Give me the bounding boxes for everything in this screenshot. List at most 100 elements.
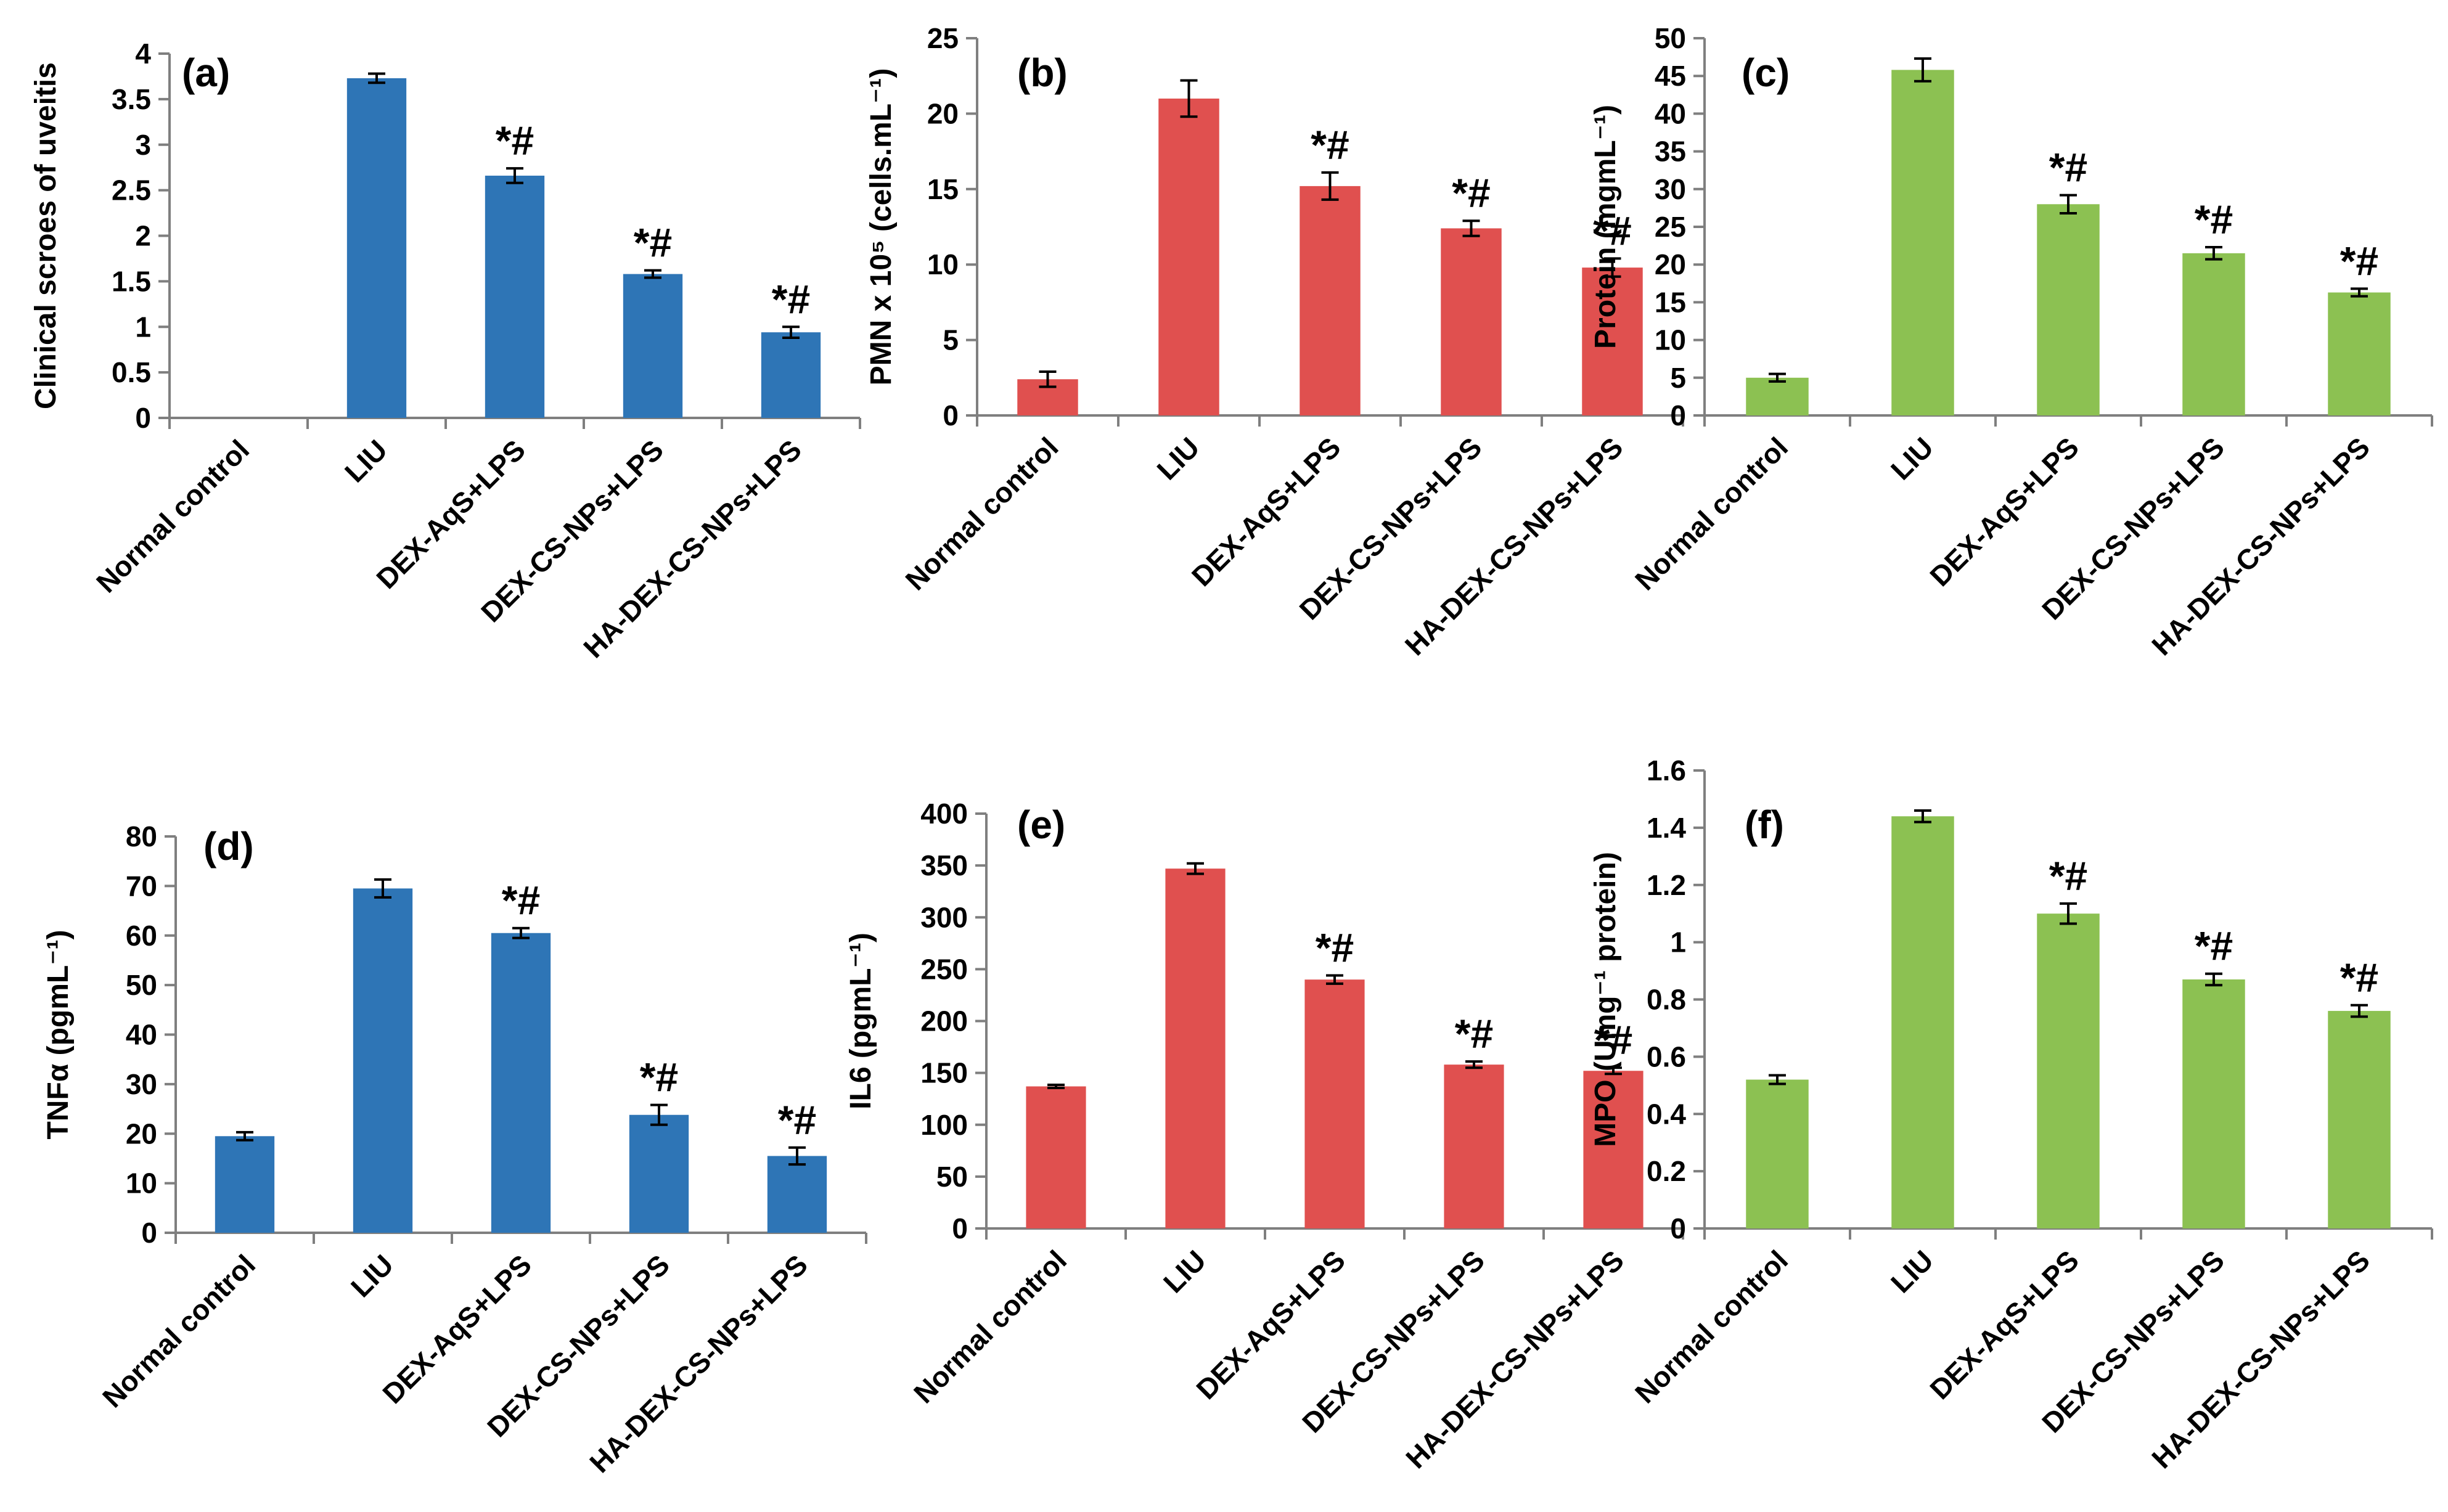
bar bbox=[2328, 1011, 2391, 1228]
y-tick-label: 0.4 bbox=[1647, 1098, 1686, 1130]
y-tick-label: 3 bbox=[135, 129, 151, 161]
y-tick-label: 0.2 bbox=[1647, 1155, 1686, 1187]
x-category-label: Normal control bbox=[899, 431, 1064, 596]
bar bbox=[1583, 1071, 1644, 1228]
bar bbox=[1300, 186, 1361, 415]
x-category-label: Normal control bbox=[1629, 431, 1794, 596]
error-bar bbox=[1047, 1083, 1065, 1090]
error-bar bbox=[1914, 809, 1931, 823]
x-category-label: DEX-AqS+LPS bbox=[1185, 431, 1347, 592]
y-tick-label: 40 bbox=[1655, 97, 1686, 129]
bar bbox=[1158, 98, 1219, 416]
x-category-label: LIU bbox=[338, 433, 393, 488]
y-tick-label: 5 bbox=[943, 324, 959, 356]
panel-label: (a) bbox=[182, 51, 230, 95]
error-bar bbox=[644, 269, 661, 279]
y-tick-label: 0 bbox=[1670, 1212, 1686, 1244]
y-tick-label: 350 bbox=[920, 849, 968, 881]
bar bbox=[1891, 70, 1954, 415]
y-tick-label: 60 bbox=[126, 920, 157, 952]
panel-f: 0 0.2 0.4 0.6 0.8 1 1.2 1.4 1.6 Normal control LIU… bbox=[1589, 754, 2433, 1474]
x-category-label: DEX-AqS+LPS bbox=[370, 433, 531, 595]
y-tick-label: 50 bbox=[936, 1161, 968, 1193]
error-bar bbox=[2060, 194, 2077, 215]
y-tick-label: 2 bbox=[135, 220, 151, 252]
error-bar bbox=[1321, 171, 1339, 201]
significance-marker: *# bbox=[2049, 853, 2087, 899]
bar bbox=[2037, 913, 2100, 1228]
error-bar bbox=[1769, 1074, 1786, 1085]
panel-d: 0 10 20 30 40 50 60 70 80 Normal control LIU *# DEX-… bbox=[42, 820, 867, 1479]
y-tick-label: 300 bbox=[920, 901, 968, 933]
panel-label: (f) bbox=[1745, 803, 1784, 847]
error-bar bbox=[650, 1103, 668, 1126]
y-tick-label: 30 bbox=[126, 1068, 157, 1100]
panel-a: 0 0.5 1 1.5 2 2.5 3 3.5 4 Normal control LIU *# DEX-… bbox=[30, 38, 861, 664]
error-bar bbox=[236, 1130, 253, 1142]
significance-marker: *# bbox=[1455, 1011, 1493, 1056]
x-category-label: Normal control bbox=[90, 433, 255, 599]
error-bar bbox=[368, 72, 385, 84]
y-axis-title: Clinical scroes of uveitis bbox=[30, 62, 62, 409]
x-category-label: Normal control bbox=[1629, 1244, 1794, 1409]
bar bbox=[1441, 228, 1502, 415]
y-tick-label: 3.5 bbox=[112, 83, 151, 115]
y-axis-title: MPO (Umg⁻¹ protein) bbox=[1589, 852, 1622, 1147]
y-tick-label: 5 bbox=[1670, 362, 1686, 394]
significance-marker: *# bbox=[772, 276, 810, 322]
significance-marker: *# bbox=[1316, 925, 1354, 970]
y-tick-label: 20 bbox=[126, 1118, 157, 1150]
y-axis-title: PMN x 10⁵ (cells.mL⁻¹) bbox=[865, 68, 898, 386]
significance-marker: *# bbox=[1593, 208, 1631, 253]
y-axis-title: Protein (mgmL⁻¹) bbox=[1589, 105, 1622, 349]
bar bbox=[346, 78, 407, 418]
significance-marker: *# bbox=[2340, 955, 2378, 1000]
significance-marker: *# bbox=[634, 220, 672, 266]
x-category-label: Normal control bbox=[907, 1244, 1073, 1409]
significance-marker: *# bbox=[778, 1097, 816, 1143]
y-tick-label: 1 bbox=[1670, 926, 1686, 958]
significance-marker: *# bbox=[1452, 170, 1490, 216]
error-bar bbox=[1465, 1060, 1483, 1069]
y-tick-label: 100 bbox=[920, 1109, 968, 1141]
y-tick-label: 250 bbox=[920, 953, 968, 985]
significance-marker: *# bbox=[496, 118, 534, 163]
bar bbox=[1891, 816, 1954, 1228]
y-tick-label: 10 bbox=[927, 248, 959, 280]
bar bbox=[1746, 377, 1809, 415]
significance-marker: *# bbox=[640, 1055, 678, 1100]
y-tick-label: 1.4 bbox=[1647, 812, 1686, 844]
y-tick-label: 25 bbox=[927, 22, 959, 54]
error-bar bbox=[1605, 1066, 1622, 1076]
x-category-label: LIU bbox=[345, 1248, 399, 1303]
bar bbox=[491, 933, 551, 1233]
significance-marker: *# bbox=[1594, 1017, 1632, 1063]
significance-marker: *# bbox=[2049, 145, 2087, 190]
y-tick-label: 20 bbox=[927, 97, 959, 129]
y-tick-label: 200 bbox=[920, 1005, 968, 1037]
error-bar bbox=[2351, 1003, 2368, 1018]
y-tick-label: 0 bbox=[141, 1217, 157, 1249]
error-bar bbox=[1326, 974, 1343, 985]
error-bar bbox=[788, 1146, 806, 1166]
y-tick-label: 35 bbox=[1655, 136, 1686, 168]
bar bbox=[1026, 1086, 1086, 1228]
bar bbox=[1444, 1065, 1504, 1228]
x-category-label: Normal control bbox=[96, 1248, 261, 1413]
bar bbox=[1746, 1079, 1809, 1228]
y-tick-label: 15 bbox=[1655, 286, 1686, 318]
x-category-label: LIU bbox=[1885, 431, 1939, 486]
error-bar bbox=[1914, 57, 1931, 83]
y-tick-label: 40 bbox=[126, 1019, 157, 1051]
y-tick-label: 45 bbox=[1655, 60, 1686, 92]
y-tick-label: 70 bbox=[126, 870, 157, 902]
panel-b: 0 5 10 15 20 25 Normal control LIU *# DEX-AqS+LPS… bbox=[865, 22, 1684, 661]
y-tick-label: 400 bbox=[920, 798, 968, 830]
y-tick-label: 0 bbox=[135, 402, 151, 434]
error-bar bbox=[2060, 902, 2077, 925]
error-bar bbox=[2205, 246, 2222, 261]
x-category-label: LIU bbox=[1885, 1244, 1939, 1299]
significance-marker: *# bbox=[502, 878, 540, 923]
bar bbox=[767, 1156, 827, 1233]
bar bbox=[215, 1136, 275, 1233]
